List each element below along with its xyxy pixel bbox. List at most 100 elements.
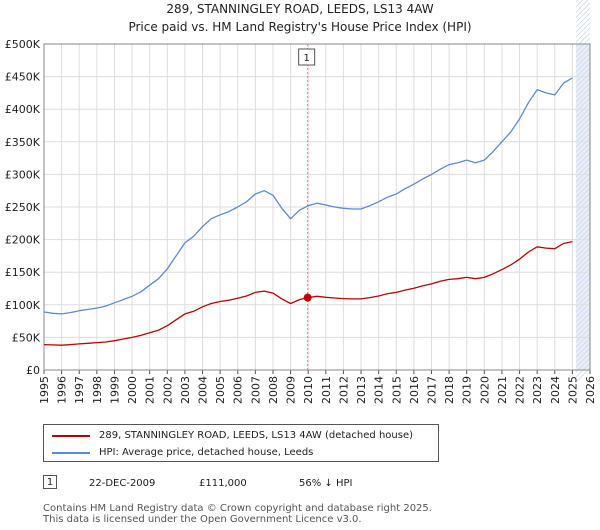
forecast-hatch	[575, 22, 591, 38]
x-tick-label: 2022	[514, 376, 527, 404]
forecast-hatch	[575, 332, 591, 348]
forecast-hatch	[575, 42, 591, 58]
forecast-hatch	[575, 202, 591, 218]
chart-subtitle: Price paid vs. HM Land Registry's House …	[128, 20, 472, 34]
forecast-hatch	[575, 77, 591, 93]
forecast-hatch	[575, 172, 591, 188]
legend-swatch-hpi	[52, 452, 90, 454]
forecast-hatch	[575, 282, 591, 298]
x-tick-label: 2000	[126, 376, 139, 404]
forecast-hatch	[575, 347, 591, 363]
y-tick-label: £250K	[5, 201, 41, 214]
forecast-hatch	[575, 177, 591, 193]
forecast-hatch	[575, 352, 591, 368]
forecast-hatch	[575, 87, 591, 103]
forecast-hatch	[575, 337, 591, 353]
x-tick-label: 2025	[566, 376, 579, 404]
annotation-marker-badge: 1	[43, 475, 57, 489]
forecast-hatch	[575, 137, 591, 153]
forecast-hatch	[575, 2, 591, 18]
x-tick-label: 2002	[161, 376, 174, 404]
forecast-hatch	[575, 312, 591, 328]
x-tick-label: 1999	[108, 376, 121, 404]
forecast-hatch	[575, 257, 591, 273]
forecast-hatch	[575, 7, 591, 23]
forecast-hatch	[575, 237, 591, 253]
y-tick-label: £300K	[5, 168, 41, 181]
forecast-hatch	[575, 32, 591, 48]
forecast-hatch	[575, 207, 591, 223]
forecast-hatch	[575, 72, 591, 88]
sale-point	[303, 293, 312, 302]
x-tick-label: 2012	[337, 376, 350, 404]
legend-swatch-property	[52, 435, 90, 437]
forecast-hatch	[575, 152, 591, 168]
forecast-hatch	[575, 142, 591, 158]
x-tick-label: 2011	[320, 376, 333, 404]
x-tick-label: 2005	[214, 376, 227, 404]
forecast-hatch	[575, 242, 591, 258]
x-tick-label: 2016	[408, 376, 421, 404]
annotation-date: 22-DEC-2009	[89, 478, 156, 489]
x-tick-label: 2024	[549, 376, 562, 404]
forecast-hatch	[575, 0, 589, 13]
forecast-hatch	[575, 222, 591, 238]
x-tick-label: 1998	[91, 376, 104, 404]
x-tick-label: 2017	[425, 376, 438, 404]
forecast-hatch	[575, 62, 591, 78]
forecast-hatch	[575, 322, 591, 338]
forecast-hatch	[575, 57, 591, 73]
forecast-hatch	[575, 182, 591, 198]
legend-label-hpi: HPI: Average price, detached house, Leed…	[99, 447, 314, 458]
forecast-hatch	[575, 147, 591, 163]
forecast-hatch	[575, 247, 591, 263]
forecast-hatch	[575, 82, 591, 98]
forecast-hatch	[575, 17, 591, 33]
x-tick-label: 2021	[496, 376, 509, 404]
y-tick-label: £500K	[5, 38, 41, 51]
x-tick-label: 2014	[373, 376, 386, 404]
forecast-hatch	[575, 272, 591, 288]
forecast-hatch	[575, 277, 591, 293]
forecast-hatch	[575, 47, 591, 63]
forecast-hatch	[575, 302, 591, 318]
y-tick-label: £100K	[5, 299, 41, 312]
x-tick-label: 2015	[390, 376, 403, 404]
forecast-hatch	[575, 122, 591, 138]
annotation-price: £111,000	[199, 478, 247, 489]
y-tick-label: £150K	[5, 266, 41, 279]
footer-license: This data is licensed under the Open Gov…	[43, 514, 362, 525]
forecast-hatch	[575, 217, 591, 233]
x-tick-label: 2008	[267, 376, 280, 404]
forecast-hatch	[575, 97, 591, 113]
forecast-hatch	[575, 107, 591, 123]
x-tick-label: 2001	[144, 376, 157, 404]
forecast-hatch	[575, 317, 591, 333]
forecast-hatch	[575, 342, 591, 358]
forecast-hatch	[575, 12, 591, 28]
x-tick-label: 2010	[302, 376, 315, 404]
forecast-hatch	[575, 127, 591, 143]
y-tick-label: £350K	[5, 136, 41, 149]
x-tick-label: 1996	[56, 376, 69, 404]
y-tick-label: £0	[26, 364, 40, 377]
forecast-hatch	[575, 262, 591, 278]
forecast-hatch	[575, 192, 591, 208]
forecast-hatch	[575, 102, 591, 118]
forecast-hatch	[575, 112, 591, 128]
x-tick-label: 2009	[285, 376, 298, 404]
x-tick-label: 2026	[584, 376, 597, 404]
legend-label-property: 289, STANNINGLEY ROAD, LEEDS, LS13 4AW (…	[99, 430, 414, 441]
x-tick-label: 1995	[38, 376, 51, 404]
y-tick-label: £400K	[5, 103, 41, 116]
chart-title: 289, STANNINGLEY ROAD, LEEDS, LS13 4AW	[166, 2, 434, 16]
forecast-hatch	[575, 67, 591, 83]
annotation-hpi-diff: 56% ↓ HPI	[299, 478, 353, 489]
forecast-hatch	[575, 52, 591, 68]
forecast-hatch	[575, 197, 591, 213]
forecast-hatch	[575, 327, 591, 343]
x-tick-label: 2018	[443, 376, 456, 404]
legend: 289, STANNINGLEY ROAD, LEEDS, LS13 4AW (…	[43, 424, 439, 462]
x-tick-label: 2006	[232, 376, 245, 404]
forecast-hatch	[575, 307, 591, 323]
